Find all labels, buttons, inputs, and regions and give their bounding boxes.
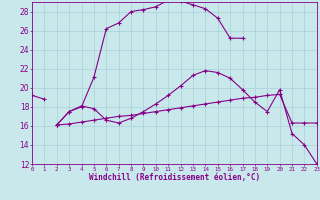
X-axis label: Windchill (Refroidissement éolien,°C): Windchill (Refroidissement éolien,°C)	[89, 173, 260, 182]
